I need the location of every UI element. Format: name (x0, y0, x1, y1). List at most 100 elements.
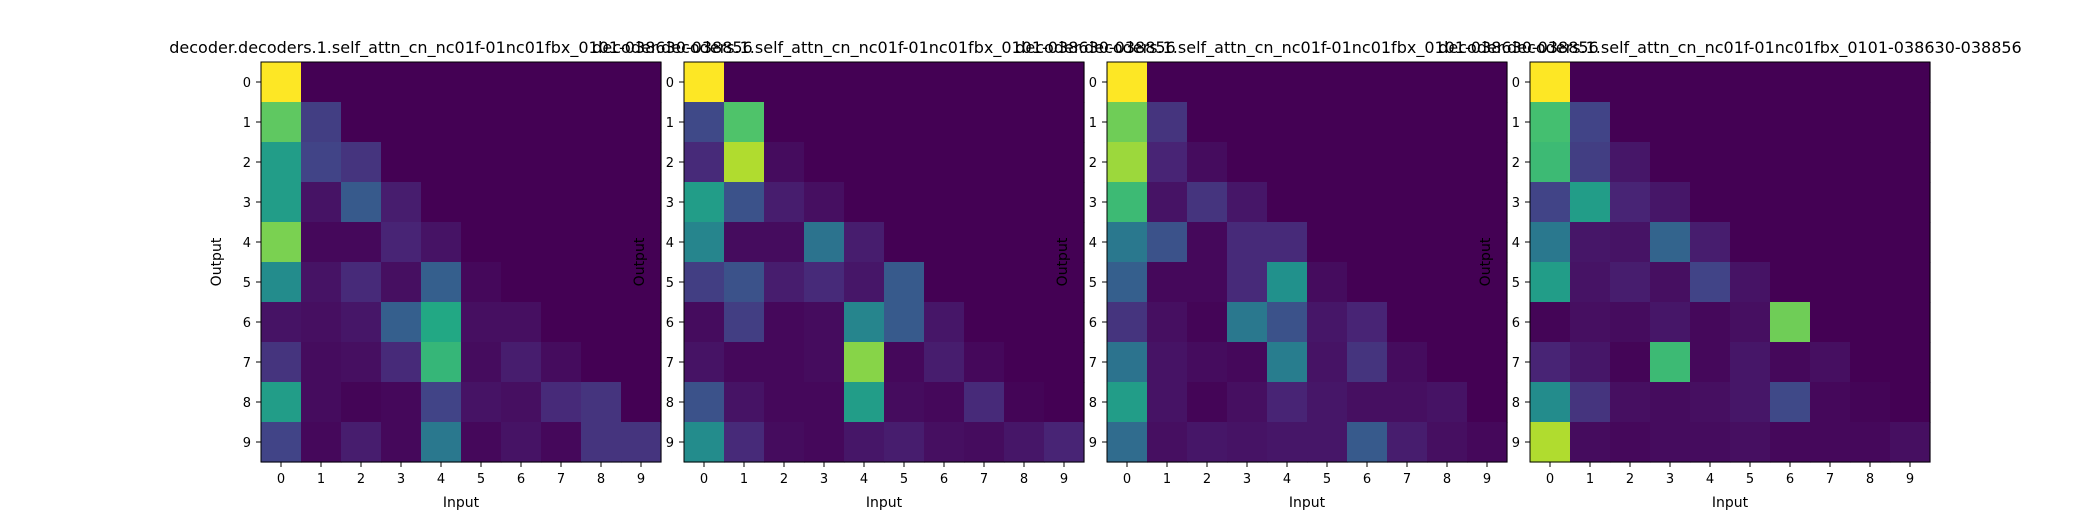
heatmap-cell (1044, 102, 1085, 143)
heatmap-cell (1650, 142, 1691, 183)
heatmap-cell (1347, 62, 1388, 103)
heatmap-cell (1890, 262, 1931, 303)
heatmap-cell (764, 182, 805, 223)
heatmap-cell (684, 382, 725, 423)
heatmap-cell (884, 142, 925, 183)
heatmap-cell (964, 422, 1005, 463)
heatmap-cell (724, 102, 765, 143)
heatmap-cell (1570, 222, 1611, 263)
heatmap-cell (261, 382, 302, 423)
heatmap-cell (1467, 142, 1508, 183)
heatmap-cell (1810, 182, 1851, 223)
heatmap-cell (1850, 262, 1891, 303)
heatmap-cell (1387, 102, 1428, 143)
x-tick-label: 2 (357, 472, 365, 487)
heatmap-cell (1307, 182, 1348, 223)
heatmap-cell (501, 262, 542, 303)
heatmap-cell (1347, 222, 1388, 263)
heatmap-cell (1810, 222, 1851, 263)
heatmap-cell (964, 342, 1005, 383)
heatmap-cell (1730, 342, 1771, 383)
heatmap-cell (684, 342, 725, 383)
heatmap-cell (924, 342, 965, 383)
heatmap-cell (1850, 382, 1891, 423)
heatmap-cell (1810, 262, 1851, 303)
heatmap-cell (1044, 142, 1085, 183)
heatmap-cell (764, 422, 805, 463)
x-tick-label: 0 (1546, 472, 1554, 487)
heatmap-cell (1187, 182, 1228, 223)
y-tick-label: 0 (1512, 76, 1520, 91)
heatmap-cell (381, 342, 422, 383)
heatmap-cell (844, 422, 885, 463)
heatmap-cell (1387, 382, 1428, 423)
heatmap-cell (1610, 62, 1651, 103)
heatmap-cell (804, 102, 845, 143)
heatmap-cell (261, 422, 302, 463)
heatmap-cell (1730, 142, 1771, 183)
heatmap-cell (1770, 302, 1811, 343)
heatmap-cell (341, 62, 382, 103)
heatmap-cell (1467, 62, 1508, 103)
x-tick-label: 8 (1020, 472, 1028, 487)
heatmap-cell (924, 382, 965, 423)
heatmap-cell (1267, 342, 1308, 383)
heatmap-cell (1044, 302, 1085, 343)
heatmap-cell (764, 102, 805, 143)
heatmap-cell (724, 62, 765, 103)
heatmap-cell (621, 222, 662, 263)
heatmap-cell (1650, 382, 1691, 423)
heatmap-cell (1427, 182, 1468, 223)
heatmap-cell (1530, 342, 1571, 383)
heatmap-cell (1307, 422, 1348, 463)
heatmap-cell (1530, 182, 1571, 223)
x-tick-label: 3 (1666, 472, 1674, 487)
heatmap-cell (301, 142, 342, 183)
heatmap-cell (1650, 62, 1691, 103)
heatmap-cell (1307, 262, 1348, 303)
y-tick-label: 5 (1089, 276, 1097, 291)
y-tick-label: 3 (1512, 196, 1520, 211)
y-tick-label: 6 (243, 316, 251, 331)
heatmap-cell (1570, 182, 1611, 223)
heatmap-cell (1227, 142, 1268, 183)
heatmap-cell (1530, 142, 1571, 183)
axes-frame (1529, 61, 1931, 463)
heatmap-cell (1004, 262, 1045, 303)
heatmap-cell (1570, 142, 1611, 183)
x-tick-label: 0 (700, 472, 708, 487)
heatmap-cell (541, 262, 582, 303)
x-tick-label: 2 (1626, 472, 1634, 487)
heatmap-cell (1890, 62, 1931, 103)
heatmap-cell (1227, 262, 1268, 303)
x-tick-label: 6 (1363, 472, 1371, 487)
y-tick-label: 2 (666, 156, 674, 171)
x-tick-label: 1 (317, 472, 325, 487)
heatmap-cell (341, 142, 382, 183)
heatmap-cell (1187, 142, 1228, 183)
heatmap-cell (964, 302, 1005, 343)
heatmap-cell (964, 222, 1005, 263)
heatmap-cell (1570, 102, 1611, 143)
heatmap-cell (724, 142, 765, 183)
heatmap-cell (1467, 182, 1508, 223)
heatmap-cell (421, 142, 462, 183)
heatmap-cell (1387, 302, 1428, 343)
heatmap-cell (421, 102, 462, 143)
heatmap-cell (1187, 422, 1228, 463)
x-tick-label: 4 (437, 472, 445, 487)
heatmap-cell (924, 262, 965, 303)
y-tick-label: 9 (666, 436, 674, 451)
heatmap-cell (1850, 62, 1891, 103)
heatmap-cell (1890, 102, 1931, 143)
heatmap-cell (1810, 302, 1851, 343)
heatmap-cell (1147, 422, 1188, 463)
heatmap-cell (1004, 222, 1045, 263)
heatmap-cell (1347, 302, 1388, 343)
heatmap-cell (1187, 262, 1228, 303)
heatmap-cell (301, 262, 342, 303)
heatmap-cell (261, 262, 302, 303)
x-tick-label: 9 (637, 472, 645, 487)
heatmap-cell (724, 342, 765, 383)
heatmap-cell (1890, 382, 1931, 423)
